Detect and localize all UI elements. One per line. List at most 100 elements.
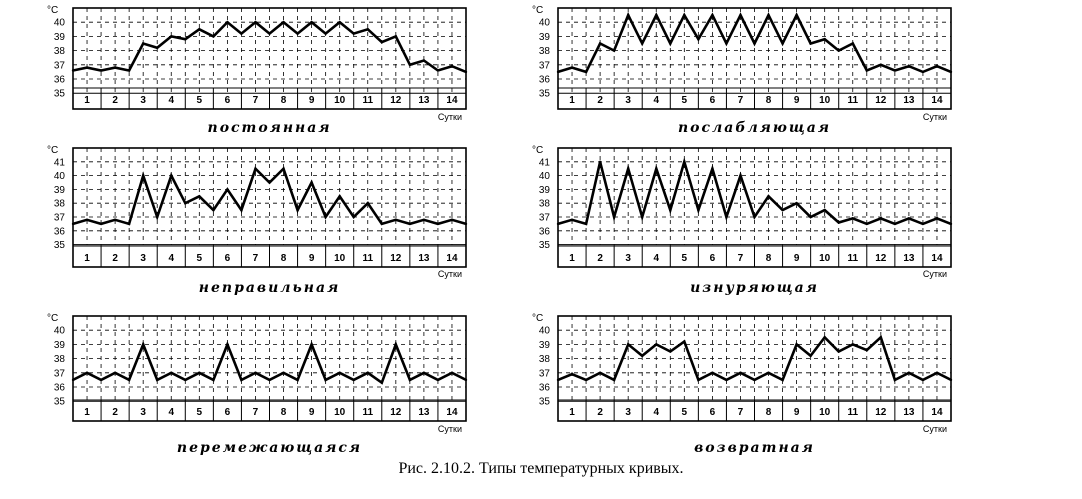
chart-title: перемежающаяся [177,440,362,456]
y-tick-label: 36 [54,226,66,237]
data-point [683,160,686,163]
y-tick-label: 37 [54,60,66,71]
x-tick-label: 11 [362,407,373,418]
data-point [837,49,840,52]
x-tick-label: 9 [794,407,800,418]
x-axis-label: Сутки [438,269,462,279]
y-tick-label: 36 [539,383,551,394]
data-point [282,21,285,24]
data-point [296,378,299,382]
data-point [142,174,145,177]
data-point [394,218,397,221]
x-tick-label: 10 [819,95,831,106]
y-tick-label: 38 [539,199,551,210]
data-point [556,70,560,74]
data-point [170,35,173,38]
x-tick-label: 13 [903,95,915,106]
data-point [436,222,440,226]
data-point [338,195,341,198]
data-point [584,378,588,382]
data-point [85,371,89,374]
data-point [753,215,756,219]
data-point [627,167,630,170]
y-tick-label: 39 [539,32,551,43]
data-point [641,215,644,219]
x-tick-label: 11 [847,95,858,106]
y-tick-label: 35 [539,240,551,251]
x-tick-label: 12 [875,95,887,106]
data-point [198,371,201,374]
data-point [655,167,658,170]
data-point [641,42,644,45]
data-point [935,371,939,374]
x-axis-label: Сутки [438,112,462,122]
chart-title: неправильная [199,280,340,296]
y-tick-label: 38 [539,46,551,57]
x-tick-label: 7 [738,407,744,418]
x-tick-label: 9 [794,95,800,106]
data-point [655,13,658,17]
x-tick-label: 5 [197,253,203,264]
data-point [893,69,897,72]
x-tick-label: 7 [738,253,744,264]
data-point [71,69,75,72]
x-axis-label: Сутки [923,269,947,279]
x-tick-label: 2 [597,95,603,106]
data-point [949,70,953,74]
data-point [641,354,644,357]
x-tick-label: 6 [225,253,231,264]
x-tick-label: 7 [253,95,259,106]
x-tick-label: 14 [446,95,458,106]
x-tick-label: 4 [168,407,174,418]
y-tick-label: 39 [539,340,551,351]
data-point [184,202,187,205]
data-point [556,222,560,226]
data-point [408,63,412,66]
x-tick-label: 12 [390,407,402,418]
data-point [865,348,868,352]
x-tick-label: 6 [710,95,716,106]
data-point [767,195,770,198]
data-point [99,222,103,226]
x-tick-label: 12 [875,407,887,418]
data-point [809,215,812,219]
data-point [184,38,187,41]
data-point [837,221,840,224]
x-tick-label: 3 [140,407,146,418]
y-axis-unit: °C [532,313,543,324]
x-tick-label: 13 [903,407,915,418]
x-tick-label: 2 [112,95,118,106]
x-tick-label: 9 [794,253,800,264]
data-point [184,378,187,382]
y-axis-unit: °C [47,313,58,324]
data-point [254,167,257,170]
data-point [156,378,159,382]
data-point [71,222,75,226]
data-point [949,378,953,382]
data-point [627,343,630,346]
data-point [697,38,700,41]
data-point [612,215,616,219]
y-tick-label: 35 [539,89,551,100]
x-tick-label: 2 [597,407,603,418]
y-tick-label: 39 [54,32,66,43]
data-point [366,28,369,31]
data-point [907,371,911,374]
x-tick-label: 10 [819,253,831,264]
x-tick-label: 14 [931,407,943,418]
data-point [949,222,953,226]
data-point [851,217,854,220]
data-point [781,208,784,212]
data-point [394,343,397,346]
data-point [739,371,742,374]
data-point [254,371,257,374]
x-tick-label: 9 [309,407,315,418]
x-tick-label: 5 [197,407,203,418]
data-point [725,378,728,382]
data-point [156,215,159,219]
data-point [879,336,882,339]
y-tick-label: 37 [539,213,551,224]
x-tick-label: 11 [362,253,373,264]
